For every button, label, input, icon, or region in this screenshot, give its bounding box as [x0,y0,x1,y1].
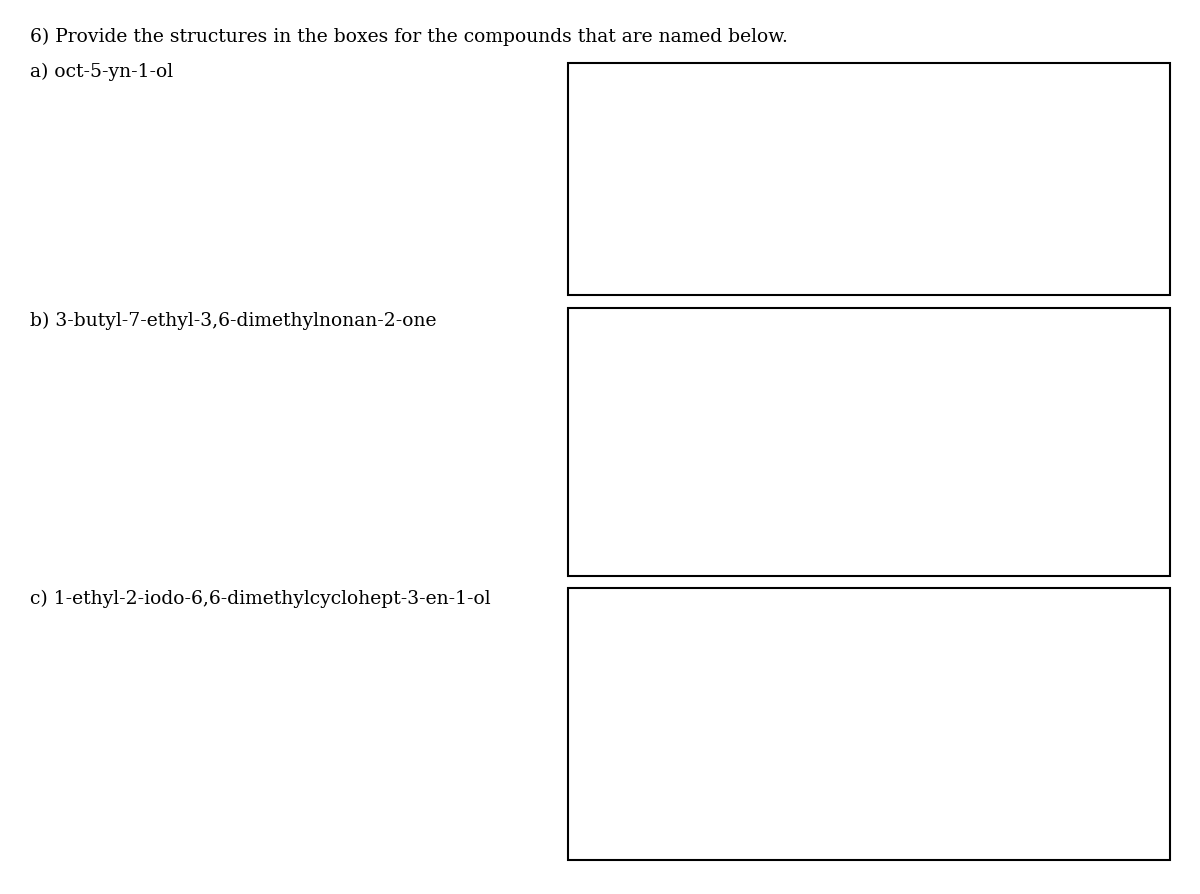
Text: 6) Provide the structures in the boxes for the compounds that are named below.: 6) Provide the structures in the boxes f… [30,28,788,46]
Text: a) oct-5-yn-1-ol: a) oct-5-yn-1-ol [30,63,173,81]
Text: b) 3-butyl-7-ethyl-3,6-dimethylnonan-2-one: b) 3-butyl-7-ethyl-3,6-dimethylnonan-2-o… [30,312,437,330]
Text: c) 1-ethyl-2-iodo-6,6-dimethylcyclohept-3-en-1-ol: c) 1-ethyl-2-iodo-6,6-dimethylcyclohept-… [30,590,491,608]
Bar [568,63,1170,295]
Bar [568,588,1170,860]
Bar [568,308,1170,576]
